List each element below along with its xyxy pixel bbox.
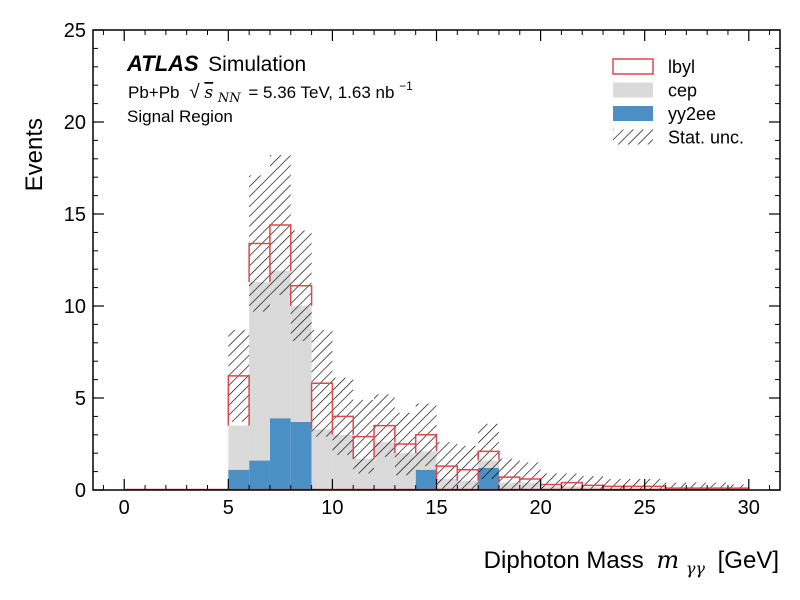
bar-yy2ee-bin-7: [269, 418, 291, 490]
legend-label-yy2ee: yy2ee: [668, 104, 716, 124]
bar-yy2ee-bin-14: [415, 469, 437, 490]
x-tick-label: 0: [119, 497, 130, 519]
uncertainty-bin-27: [686, 482, 708, 490]
bars-layer: [228, 271, 728, 490]
y-tick-label: 15: [64, 204, 86, 226]
legend-swatch-lbyl: [612, 58, 654, 75]
energy-var: s: [204, 83, 213, 103]
uncertainty-bin-26: [665, 482, 687, 490]
x-axis-unit: [GeV]: [718, 547, 779, 574]
y-tick-label: 10: [64, 296, 86, 318]
bar-cep-bin-6: [249, 282, 270, 461]
bar-cep-bin-7: [269, 271, 291, 419]
x-tick-label: 20: [529, 497, 551, 519]
x-tick-label: 10: [321, 497, 343, 519]
bar-yy2ee-bin-8: [290, 421, 312, 490]
step-outline-lbyl: [227, 224, 750, 490]
y-tick-label: 5: [75, 388, 86, 410]
uncertainty-bin-19: [519, 462, 541, 490]
uncertainty-bin-24: [623, 478, 645, 490]
uncertainty-bin-29: [727, 484, 749, 490]
legend-label-cep: cep: [668, 81, 697, 101]
x-tick-labels: 0 5 10 15 20 25 30: [119, 497, 760, 519]
x-tick-label: 25: [634, 497, 656, 519]
legend: lbyl cep yy2ee Stat. unc.: [612, 57, 744, 148]
step-layer: [124, 224, 750, 490]
uncertainty-bin-23: [603, 478, 624, 490]
x-tick-label: 30: [738, 497, 760, 519]
y-tick-labels: 0 5 10 15 20 25: [64, 20, 86, 502]
uncertainty-bin-16: [457, 445, 479, 490]
region-label: Signal Region: [127, 107, 233, 126]
uncertainty-bin-22: [582, 476, 604, 490]
ticks-layer: [93, 29, 780, 491]
lumi-sup: −1: [399, 79, 413, 93]
bar-cep-bin-5: [228, 425, 250, 470]
x-tick-label: 5: [223, 497, 234, 519]
energy-value: = 5.36 TeV, 1.63 nb: [248, 83, 394, 102]
uncertainty-bin-20: [540, 473, 562, 490]
legend-swatch-stat-unc-: [613, 129, 653, 145]
x-tick-label: 15: [425, 497, 447, 519]
bar-yy2ee-bin-5: [228, 469, 250, 490]
legend-label-stat-unc-: Stat. unc.: [668, 128, 744, 148]
x-axis-subscript: γγ: [686, 559, 706, 578]
simulation-label: Simulation: [208, 53, 306, 76]
y-tick-label: 0: [75, 480, 86, 502]
energy-sub: NN: [217, 91, 241, 106]
bar-cep-bin-9: [311, 429, 333, 490]
bar-yy2ee-bin-6: [249, 460, 270, 490]
uncertainty-bin-25: [644, 478, 666, 490]
experiment-label: ATLAS Simulation: [126, 51, 306, 76]
legend-swatch-cep: [613, 82, 653, 98]
atlas-label: ATLAS: [126, 51, 199, 76]
legend-label-lbyl: lbyl: [668, 57, 695, 77]
x-axis-symbol: m: [656, 546, 679, 574]
y-axis-title: Events: [21, 118, 48, 191]
y-tick-label: 25: [64, 20, 86, 42]
x-axis-title: Diphoton Mass m γγ [GeV]: [484, 546, 779, 580]
y-tick-label: 20: [64, 112, 86, 134]
x-axis-title-text: Diphoton Mass: [484, 547, 644, 574]
uncertainty-bin-21: [561, 473, 583, 490]
legend-swatch-yy2ee: [613, 106, 653, 121]
dataset-name: Pb+Pb: [128, 83, 180, 102]
uncertainty-bin-28: [707, 482, 728, 490]
sqrt-symbol: √: [189, 82, 200, 103]
dataset-label: Pb+Pb √ s NN = 5.36 TeV, 1.63 nb −1: [128, 79, 413, 106]
uncertainty-bin-18: [498, 458, 520, 490]
